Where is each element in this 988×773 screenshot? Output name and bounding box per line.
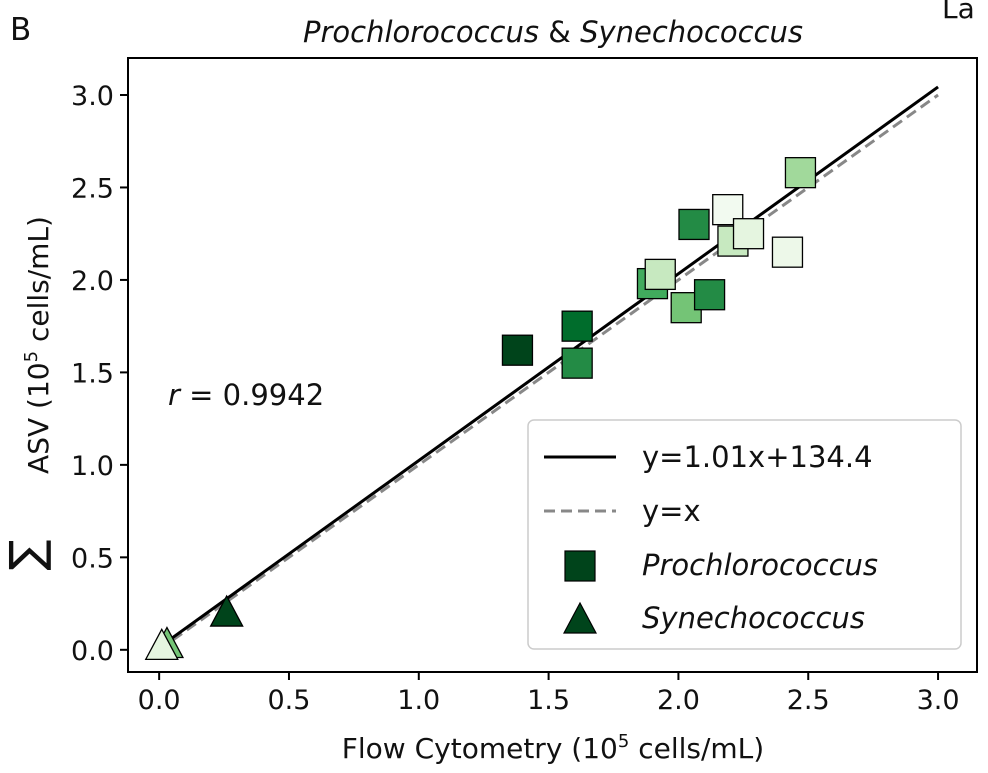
synechococcus-point	[209, 594, 244, 627]
axis-ticks: 0.0 0.5 1.0 1.5 2.0 2.5 3.0 0.0 0.5 1.0 1.5 2.0 2.5 3…	[71, 81, 959, 716]
x-tick-label: 2.0	[657, 685, 700, 716]
legend-synechococcus-marker	[563, 601, 597, 634]
data-points	[144, 157, 817, 661]
prochlorococcus-point	[561, 310, 593, 342]
correlation-annotation: r = 0.9942	[168, 378, 324, 412]
y-tick-label: 1.0	[71, 451, 114, 482]
legend-synechococcus-label: Synechococcus	[642, 601, 865, 635]
prochlorococcus-point	[501, 334, 534, 366]
prochlorococcus-point	[771, 236, 804, 268]
legend-fit-line-label: y=1.01x+134.4	[642, 440, 873, 474]
x-tick-label: 1.5	[527, 685, 570, 716]
x-axis-label-superscript: 5	[618, 731, 629, 752]
prochlorococcus-point	[678, 208, 710, 241]
y-tick-label: 0.0	[71, 636, 114, 667]
title-part-prochlorococcus: Prochlorococcus	[303, 15, 539, 49]
identity-line	[158, 93, 939, 652]
legend-prochlorococcus-label: Prochlorococcus	[642, 548, 878, 582]
x-axis-label: Flow Cytometry (105 cells/mL)	[342, 731, 764, 765]
prochlorococcus-point	[693, 279, 726, 311]
correlation-r-symbol: r	[168, 378, 182, 412]
plot-frame	[127, 57, 978, 673]
title-ampersand: &	[539, 15, 580, 49]
correlation-value: = 0.9942	[180, 378, 324, 412]
y-tick-label: 0.5	[71, 543, 114, 574]
legend-box	[527, 419, 962, 650]
legend: y=1.01x+134.4 y=x Prochlorococcus Synech…	[527, 419, 962, 650]
x-tick-label: 0.0	[138, 685, 181, 716]
x-tick-label: 0.5	[267, 685, 310, 716]
panel-label: B	[10, 12, 31, 48]
y-axis-label: ASV (105 cells/mL)	[21, 216, 55, 474]
y-tick-label: 1.5	[71, 358, 114, 389]
x-tick-label: 1.0	[397, 685, 440, 716]
synechococcus-point	[144, 627, 179, 661]
legend-prochlorococcus-marker	[564, 550, 596, 582]
y-axis-sigma: ∑	[0, 540, 53, 571]
y-axis-label-superscript: 5	[21, 351, 42, 362]
prochlorococcus-point	[732, 218, 765, 250]
prochlorococcus-point	[561, 347, 593, 379]
y-tick-label: 3.0	[71, 81, 114, 112]
x-tick-label: 3.0	[917, 685, 960, 716]
chart-title: Prochlorococcus & Synechococcus	[303, 15, 803, 49]
y-tick-label: 2.5	[71, 173, 114, 204]
prochlorococcus-point	[644, 258, 676, 291]
prochlorococcus-point	[784, 157, 817, 189]
legend-identity-line-label: y=x	[642, 494, 701, 528]
y-tick-label: 2.0	[71, 266, 114, 297]
x-tick-label: 2.5	[787, 685, 830, 716]
title-part-synechococcus: Synechococcus	[580, 15, 803, 49]
corner-text-fragment: La	[942, 0, 975, 25]
